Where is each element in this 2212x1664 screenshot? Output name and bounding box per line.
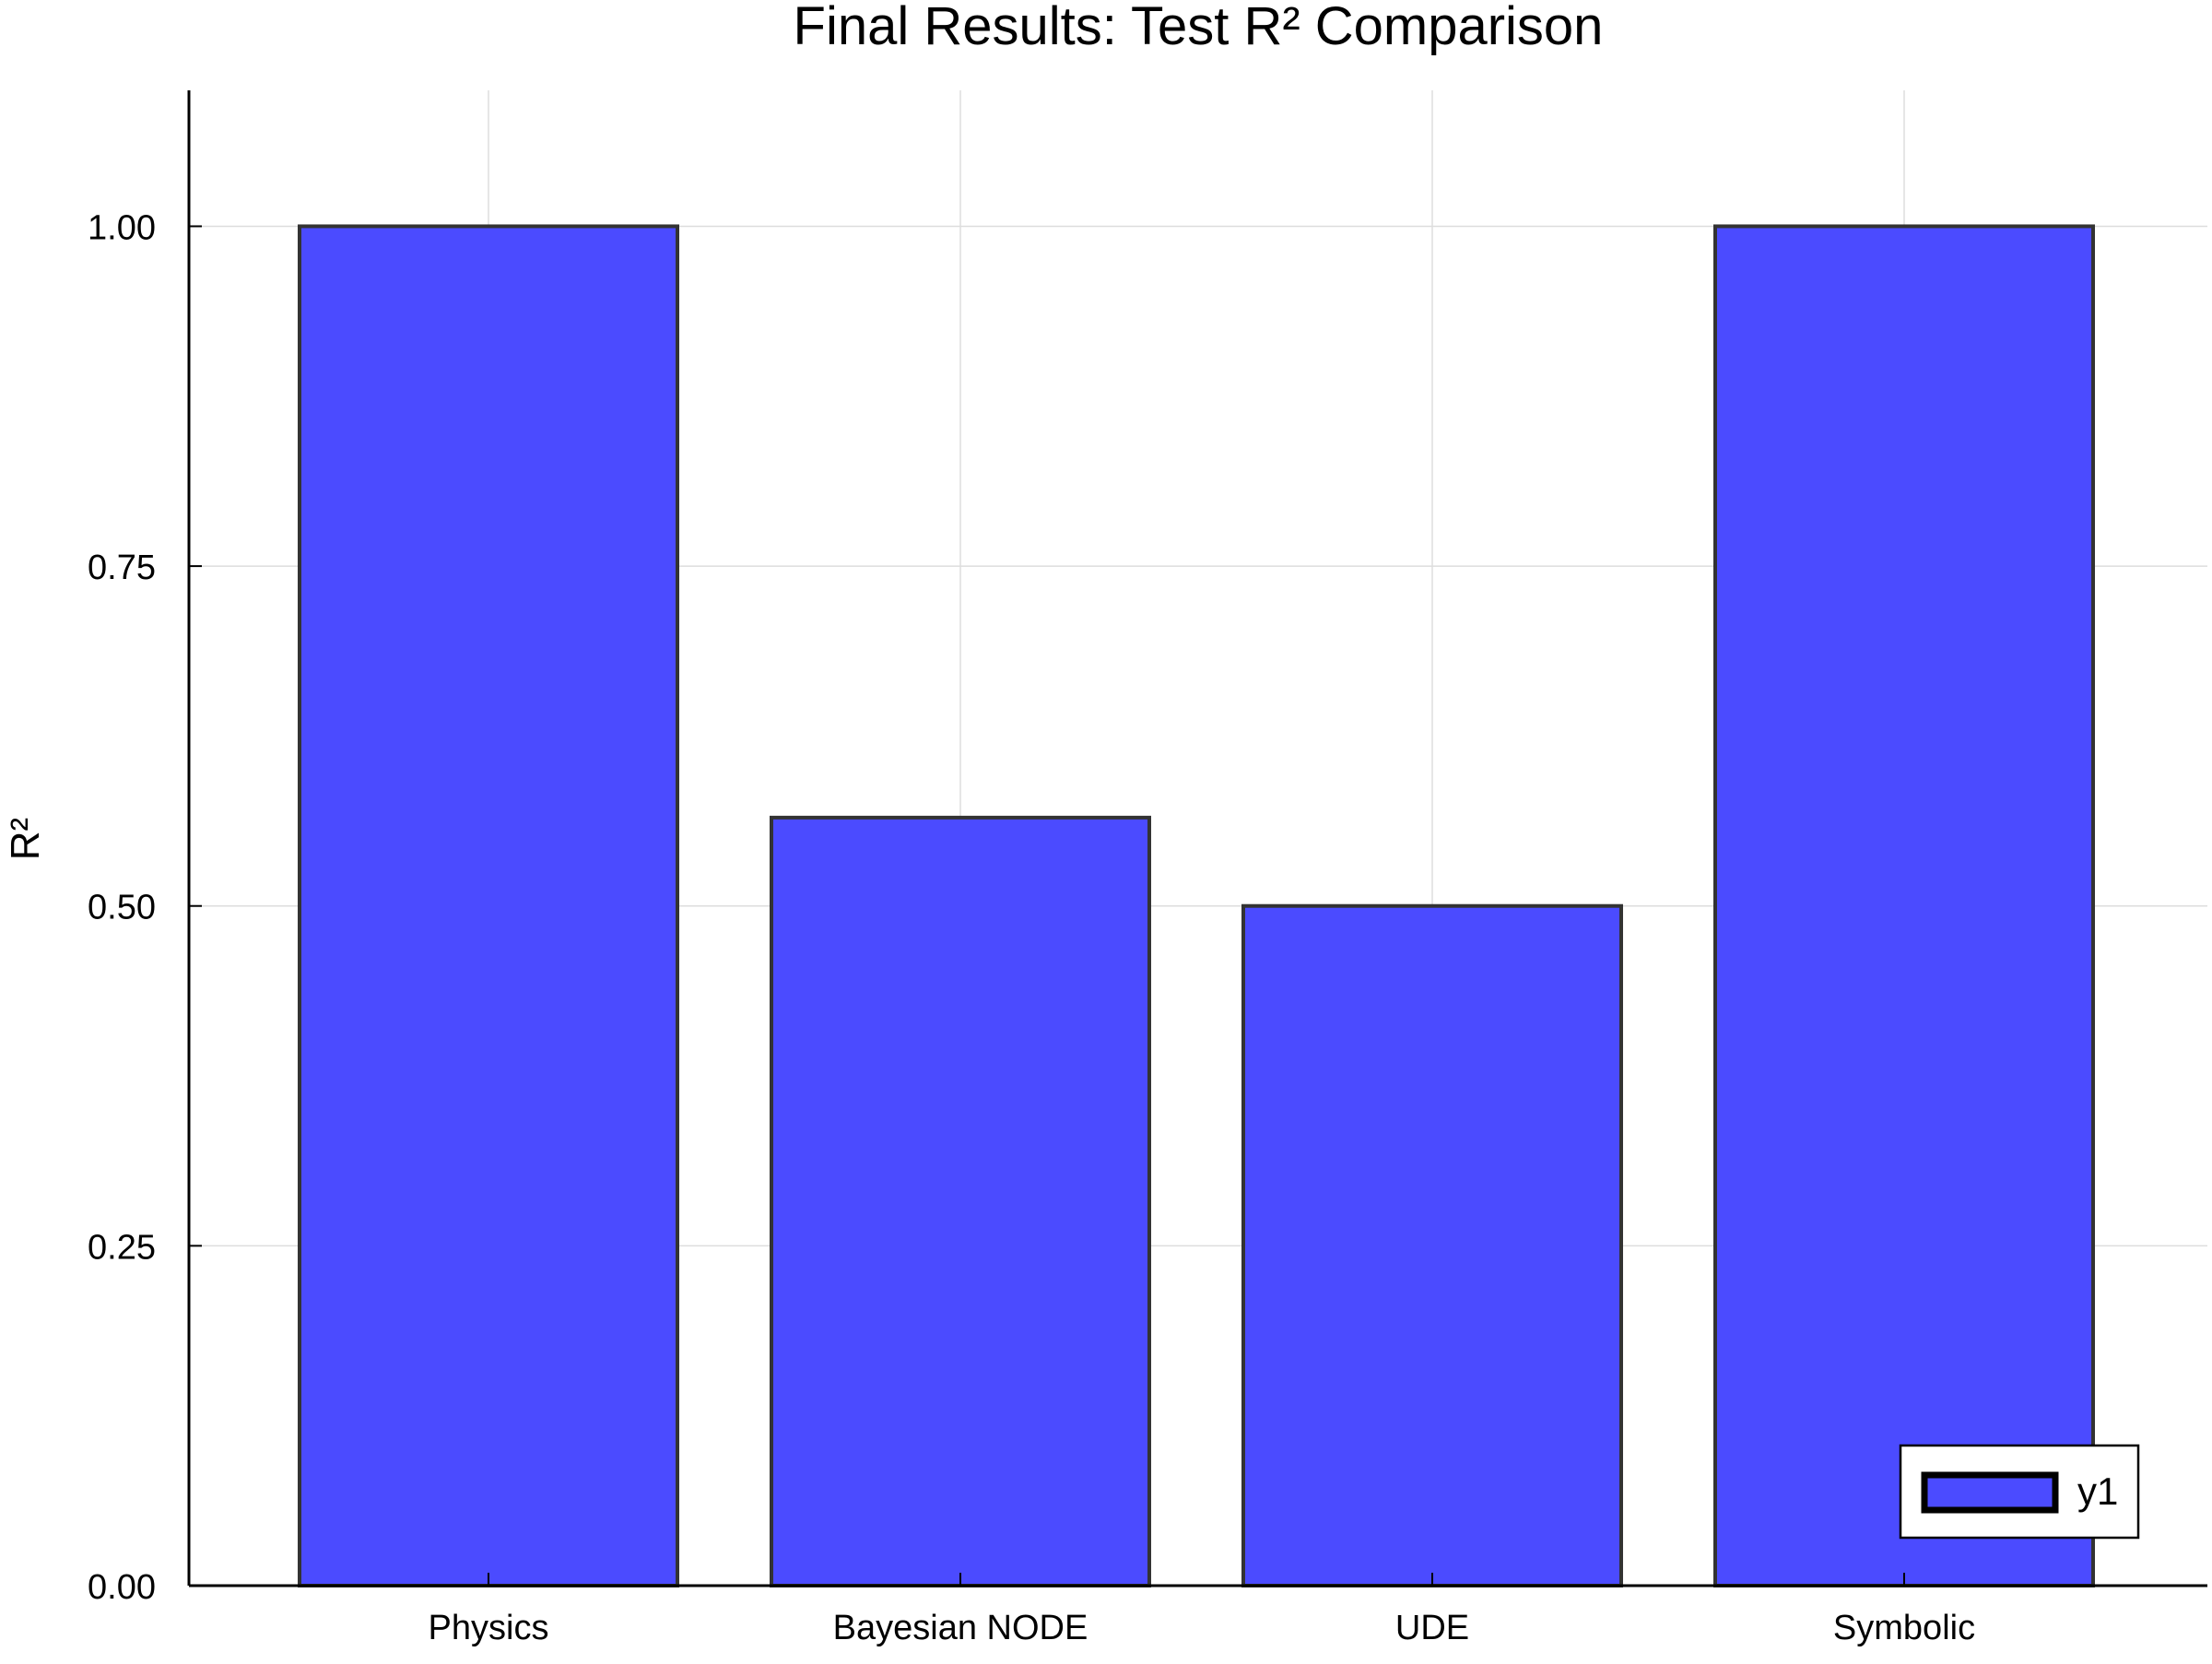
bar-symbolic: [1713, 224, 2095, 1587]
chart-title: Final Results: Test R² Comparison: [794, 0, 1604, 56]
tick-labels: 0.00 0.25 0.50 0.75 1.00 Physics Bayesian NODE…: [88, 208, 1975, 1647]
bars: [298, 224, 2095, 1587]
bar-bayesian-node: [770, 815, 1151, 1587]
y-tick-label: 0.50: [88, 889, 156, 927]
x-tick-label: UDE: [1395, 1609, 1469, 1647]
legend: y1: [1899, 1444, 2140, 1540]
y-axis-label: R²: [3, 818, 48, 860]
legend-label: y1: [2077, 1469, 2118, 1513]
y-tick-label: 0.75: [88, 549, 156, 587]
x-tick-label: Physics: [429, 1609, 549, 1647]
legend-swatch: [1921, 1471, 2059, 1514]
x-tick-label: Symbolic: [1833, 1609, 1975, 1647]
x-tick-label: Bayesian NODE: [833, 1609, 1088, 1647]
y-tick-label: 0.00: [88, 1568, 156, 1607]
axes: [187, 90, 2207, 1587]
y-tick-label: 1.00: [88, 208, 156, 247]
y-tick-label: 0.25: [88, 1228, 156, 1267]
bar-ude: [1241, 903, 1623, 1587]
bar-physics: [298, 224, 679, 1587]
